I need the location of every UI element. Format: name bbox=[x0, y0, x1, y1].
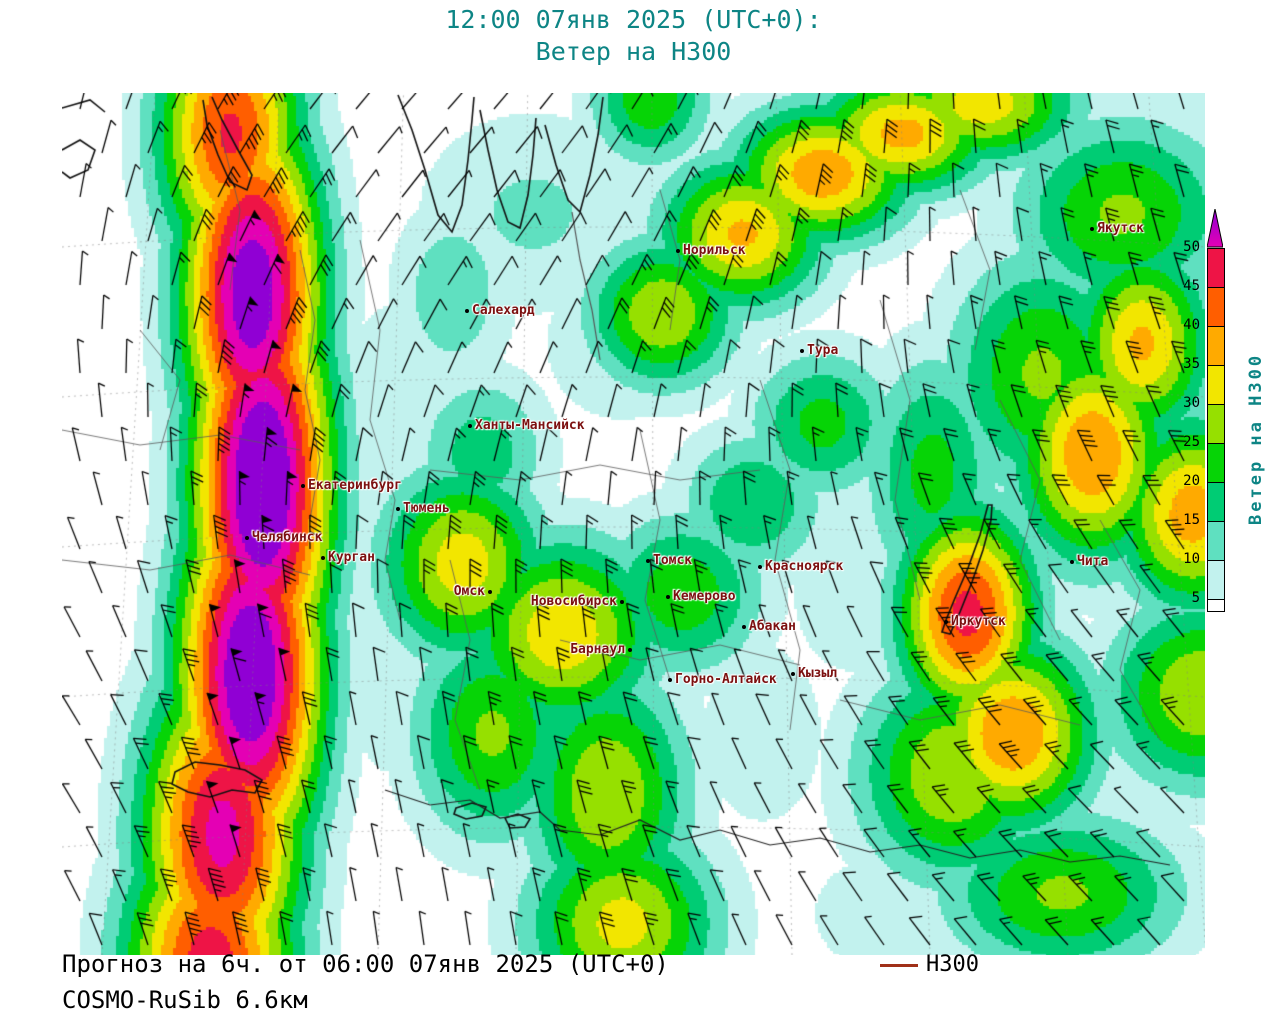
map-title-variable: Ветер на H300 bbox=[535, 37, 732, 66]
city-dot bbox=[1090, 227, 1094, 231]
city-dot bbox=[396, 507, 400, 511]
city-label: Кемерово bbox=[673, 589, 736, 604]
city-label: Екатеринбург bbox=[308, 478, 402, 493]
city-dot bbox=[742, 625, 746, 629]
city-dot bbox=[791, 672, 795, 676]
colorbar-segment bbox=[1208, 327, 1224, 366]
city-label: Ханты-Мансийск bbox=[475, 418, 585, 433]
colorbar-segment bbox=[1208, 561, 1224, 600]
colorbar-overflow-arrow bbox=[1207, 209, 1223, 248]
city-label: Новосибирск bbox=[530, 594, 617, 609]
colorbar-tick-label: 5 bbox=[1191, 590, 1200, 606]
city-dot bbox=[301, 484, 305, 488]
city-dot bbox=[245, 536, 249, 540]
colorbar-segment bbox=[1208, 522, 1224, 561]
city-label: Курган bbox=[328, 550, 375, 565]
city-dot bbox=[800, 349, 804, 353]
colorbar-tick-label: 45 bbox=[1183, 278, 1200, 294]
legend-label-h300: H300 bbox=[926, 952, 979, 977]
city-label: Омск bbox=[453, 584, 485, 599]
city-dot bbox=[465, 309, 469, 313]
colorbar bbox=[1207, 248, 1225, 612]
colorbar-tick-label: 30 bbox=[1183, 395, 1200, 411]
city-dot bbox=[668, 678, 672, 682]
city-dot bbox=[321, 556, 325, 560]
colorbar-tick-label: 40 bbox=[1183, 317, 1200, 333]
map-title: 12:00 07янв 2025 (UTC+0): Ветер на H300 bbox=[62, 4, 1205, 68]
colorbar-segment-below-min bbox=[1208, 600, 1224, 611]
city-label: Челябинск bbox=[252, 530, 323, 545]
city-label: Красноярск bbox=[765, 559, 844, 574]
city-dot bbox=[620, 600, 624, 604]
city-label: Тура bbox=[807, 343, 839, 358]
city-label: Горно-Алтайск bbox=[675, 672, 777, 687]
forecast-info-text: Прогноз на 6ч. от 06:00 07янв 2025 (UTC+… bbox=[62, 950, 669, 978]
colorbar-tick-label: 35 bbox=[1183, 356, 1200, 372]
city-label: Барнаул bbox=[570, 642, 625, 657]
colorbar-segment bbox=[1208, 249, 1224, 288]
legend-line-h300 bbox=[880, 964, 918, 967]
city-label: Томск bbox=[653, 553, 693, 568]
city-label: Чита bbox=[1077, 554, 1109, 569]
city-dot bbox=[944, 620, 948, 624]
colorbar-tick-label: 15 bbox=[1183, 512, 1200, 528]
city-dot bbox=[646, 559, 650, 563]
city-label: Кызыл bbox=[798, 666, 838, 681]
colorbar-segment bbox=[1208, 288, 1224, 327]
colorbar-tick-label: 20 bbox=[1183, 473, 1200, 489]
city-dot bbox=[468, 424, 472, 428]
city-label: Абакан bbox=[749, 619, 796, 634]
city-dot bbox=[628, 648, 632, 652]
wind-field-map: Норильск Салехард Тура Якутск Ханты-Мансийск… bbox=[62, 93, 1205, 955]
city-label: Тюмень bbox=[403, 501, 450, 516]
city-label: Норильск bbox=[683, 243, 746, 258]
city-dot bbox=[758, 565, 762, 569]
city-label: Салехард bbox=[472, 303, 535, 318]
colorbar-tick-label: 25 bbox=[1183, 434, 1200, 450]
city-label: Иркутск bbox=[951, 614, 1006, 629]
colorbar-segment bbox=[1208, 366, 1224, 405]
colorbar-tick-label: 50 bbox=[1183, 239, 1200, 255]
map-title-datetime: 12:00 07янв 2025 (UTC+0): bbox=[445, 5, 822, 34]
colorbar-title: Ветер на H300 bbox=[1246, 352, 1266, 525]
city-dot bbox=[666, 595, 670, 599]
city-dot bbox=[1070, 560, 1074, 564]
colorbar-segment bbox=[1208, 483, 1224, 522]
colorbar-segment bbox=[1208, 405, 1224, 444]
colorbar-tick-label: 10 bbox=[1183, 551, 1200, 567]
city-dot bbox=[488, 590, 492, 594]
city-dot bbox=[676, 249, 680, 253]
colorbar-segment bbox=[1208, 444, 1224, 483]
city-label: Якутск bbox=[1097, 221, 1144, 236]
wind-field-canvas bbox=[62, 93, 1205, 955]
model-info-text: COSMO-RuSib 6.6км bbox=[62, 986, 308, 1014]
